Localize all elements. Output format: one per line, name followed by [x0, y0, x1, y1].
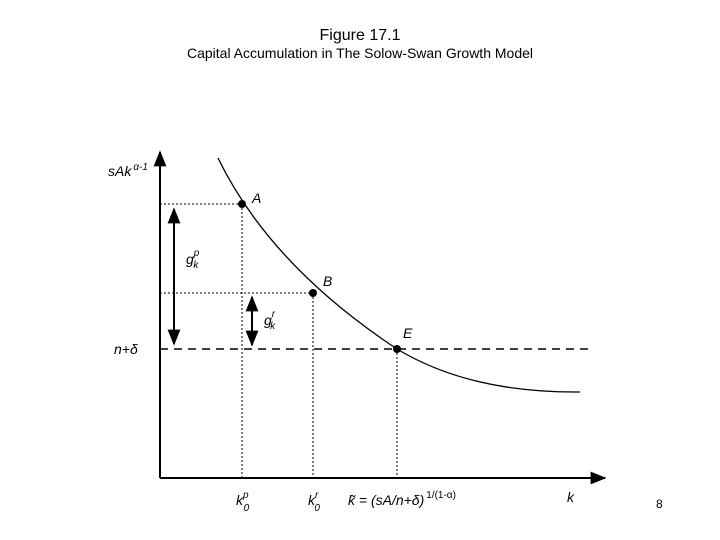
label-base: k̃ = (sA/n+δ)	[348, 492, 424, 508]
label-sup: p	[242, 490, 249, 501]
growth-curve	[217, 157, 581, 393]
label-sup: α-1	[133, 162, 148, 173]
x-label: kr 0	[308, 490, 320, 514]
x-label: k̃ = (sA/n+δ) 1/(1-α)	[348, 490, 456, 508]
label-base: g	[264, 312, 272, 328]
label-sup: p	[193, 248, 200, 259]
label-base: k	[236, 492, 244, 508]
growth-label: gr k	[264, 309, 276, 332]
point	[238, 200, 246, 208]
point-label: B	[323, 273, 332, 289]
label-base: sAk	[108, 163, 132, 179]
x-label: kp 0	[236, 490, 250, 514]
figure-subtitle: Capital Accumulation in The Solow-Swan G…	[187, 45, 533, 61]
growth-label: gp k	[186, 248, 200, 271]
label-sup: r	[272, 309, 276, 320]
label-base: g	[186, 251, 194, 267]
label-sup: 1/(1-α)	[426, 490, 456, 501]
y-axis-label: sAk α-1	[108, 162, 148, 179]
label-sup: r	[315, 490, 319, 501]
x-axis-label: k	[567, 489, 575, 505]
page-number: 8	[656, 497, 663, 511]
label-sub: k	[270, 321, 276, 332]
point-label: A	[251, 190, 261, 206]
label-sub: 0	[244, 503, 250, 514]
point-label: E	[403, 325, 413, 341]
line-label: n+δ	[114, 341, 138, 357]
point	[309, 289, 317, 297]
label-sub: 0	[314, 503, 320, 514]
guides	[160, 203, 398, 478]
point	[393, 345, 401, 353]
label-sub: k	[193, 260, 199, 271]
figure-title: Figure 17.1	[320, 27, 401, 44]
label-base: k	[308, 492, 316, 508]
